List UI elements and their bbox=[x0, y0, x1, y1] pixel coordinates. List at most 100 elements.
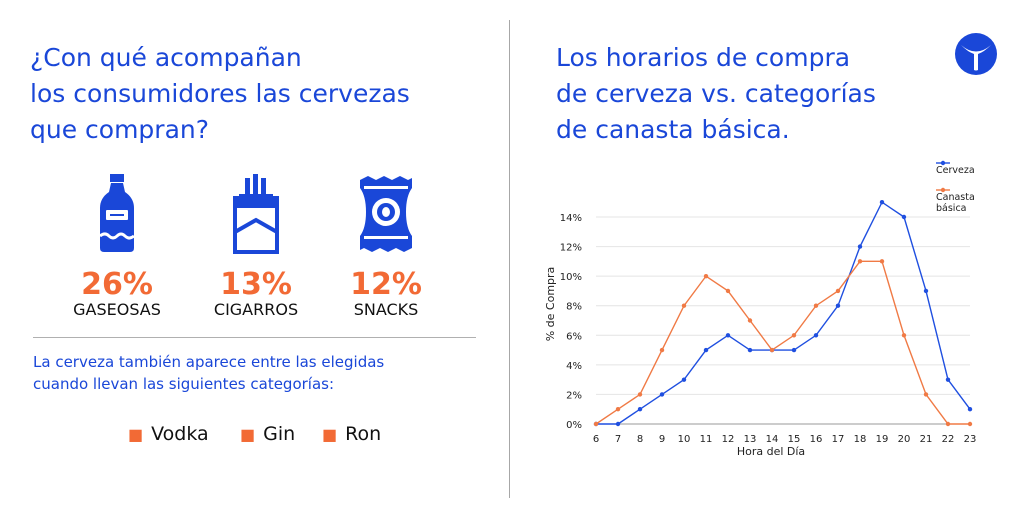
category-note: La cerveza también aparece entre las ele… bbox=[33, 351, 483, 395]
x-tick-label: 13 bbox=[744, 434, 757, 445]
snack-bag-icon bbox=[360, 176, 412, 252]
bullet-label: Vodka bbox=[151, 423, 209, 445]
data-point bbox=[769, 347, 775, 353]
stat-percent: 26% bbox=[81, 267, 153, 302]
data-point bbox=[747, 318, 753, 323]
bullet-label: Gin bbox=[263, 423, 296, 445]
data-point bbox=[593, 421, 599, 427]
data-point bbox=[813, 303, 819, 308]
section-divider bbox=[33, 337, 476, 338]
legend-marker bbox=[940, 160, 946, 166]
data-point bbox=[791, 347, 797, 353]
data-point bbox=[901, 214, 907, 220]
panel-divider bbox=[509, 20, 510, 498]
series-line bbox=[596, 201, 971, 425]
legend-label: básica bbox=[936, 203, 967, 214]
cigarette-pack-icon bbox=[233, 174, 279, 254]
x-tick-label: 6 bbox=[593, 434, 599, 445]
y-axis-label: % de Compra bbox=[544, 267, 557, 342]
y-tick-label: 6% bbox=[566, 331, 582, 342]
x-tick-label: 9 bbox=[659, 434, 665, 445]
x-tick-label: 17 bbox=[832, 434, 845, 445]
data-point bbox=[703, 347, 709, 353]
bullet-dot-icon: ■ bbox=[240, 425, 256, 444]
bullet-dot-icon: ■ bbox=[322, 425, 338, 444]
data-point bbox=[703, 273, 709, 279]
data-point bbox=[857, 244, 863, 249]
data-point bbox=[615, 421, 621, 427]
left-title-line: los consumidores las cervezas bbox=[30, 79, 410, 108]
y-tick-label: 10% bbox=[560, 272, 582, 283]
data-point bbox=[637, 407, 643, 412]
note-line: cuando llevan las siguientes categorías: bbox=[33, 375, 335, 393]
data-point bbox=[945, 377, 951, 382]
legend-label: Cerveza bbox=[936, 165, 975, 176]
stat-snacks: 12% SNACKS bbox=[311, 172, 461, 322]
legend-marker bbox=[940, 187, 946, 193]
series-line bbox=[595, 260, 970, 425]
data-point bbox=[813, 333, 819, 338]
data-point bbox=[945, 421, 951, 427]
data-point bbox=[659, 347, 665, 353]
y-tick-label: 0% bbox=[566, 420, 582, 431]
data-point bbox=[923, 288, 929, 294]
data-point bbox=[747, 347, 753, 353]
y-tick-label: 12% bbox=[560, 243, 582, 254]
x-tick-label: 10 bbox=[678, 434, 691, 445]
data-point bbox=[967, 407, 973, 412]
stat-label: GASEOSAS bbox=[73, 300, 161, 319]
x-tick-label: 19 bbox=[876, 434, 889, 445]
stat-gaseosas: 26% GASEOSAS bbox=[42, 172, 192, 322]
x-tick-label: 12 bbox=[722, 434, 735, 445]
data-point bbox=[879, 259, 885, 264]
line-chart: 0% 2% 4% 6% 8% 10% 12% 14% 6 7 8 9 10 11 12 13 14 15 16 17 1… bbox=[544, 160, 977, 458]
left-title-line: que compran? bbox=[30, 115, 210, 144]
right-title-line: de cerveza vs. categorías bbox=[556, 79, 876, 108]
x-tick-label: 15 bbox=[788, 434, 801, 445]
right-title-line: de canasta básica. bbox=[556, 115, 790, 144]
data-point bbox=[725, 288, 731, 294]
x-tick-label: 21 bbox=[920, 434, 933, 445]
brand-logo bbox=[954, 32, 998, 80]
x-tick-label: 14 bbox=[766, 434, 779, 445]
data-point bbox=[901, 333, 907, 338]
bullet-dot-icon: ■ bbox=[128, 425, 144, 444]
data-point bbox=[659, 392, 665, 397]
left-title-line: ¿Con qué acompañan bbox=[30, 43, 302, 72]
data-point bbox=[681, 377, 687, 382]
x-tick-label: 18 bbox=[854, 434, 867, 445]
bullet-item: ■ Vodka bbox=[128, 423, 209, 445]
x-tick-label: 7 bbox=[615, 434, 621, 445]
bullet-item: ■ Ron bbox=[322, 423, 381, 445]
stat-cigarros: 13% CIGARROS bbox=[181, 172, 331, 322]
data-point bbox=[791, 333, 797, 338]
x-tick-label: 11 bbox=[700, 434, 713, 445]
data-point bbox=[615, 407, 621, 412]
left-title: ¿Con qué acompañan los consumidores las … bbox=[30, 40, 500, 148]
x-tick-label: 23 bbox=[964, 434, 977, 445]
soda-bottle-icon bbox=[99, 174, 135, 252]
data-point bbox=[857, 259, 863, 264]
stat-percent: 12% bbox=[350, 267, 422, 302]
right-title: Los horarios de compra de cerveza vs. ca… bbox=[556, 40, 956, 148]
data-point bbox=[835, 303, 841, 308]
x-axis-label: Hora del Día bbox=[737, 445, 805, 458]
legend-label: Canasta bbox=[936, 192, 975, 203]
data-point bbox=[681, 303, 687, 308]
stat-percent: 13% bbox=[220, 267, 292, 302]
stat-label: CIGARROS bbox=[213, 300, 299, 319]
y-tick-label: 4% bbox=[566, 361, 582, 372]
y-tick-label: 14% bbox=[560, 213, 582, 224]
x-tick-label: 22 bbox=[942, 434, 955, 445]
brand-logo-icon bbox=[955, 33, 997, 75]
x-tick-label: 20 bbox=[898, 434, 911, 445]
data-point bbox=[637, 392, 643, 397]
note-line: La cerveza también aparece entre las ele… bbox=[33, 353, 385, 371]
data-point bbox=[725, 333, 731, 338]
bullet-label: Ron bbox=[345, 423, 382, 445]
bullet-item: ■ Gin bbox=[240, 423, 295, 445]
data-point bbox=[967, 421, 973, 427]
data-point bbox=[835, 288, 841, 294]
stat-label: SNACKS bbox=[353, 300, 419, 319]
y-tick-label: 8% bbox=[566, 302, 582, 313]
